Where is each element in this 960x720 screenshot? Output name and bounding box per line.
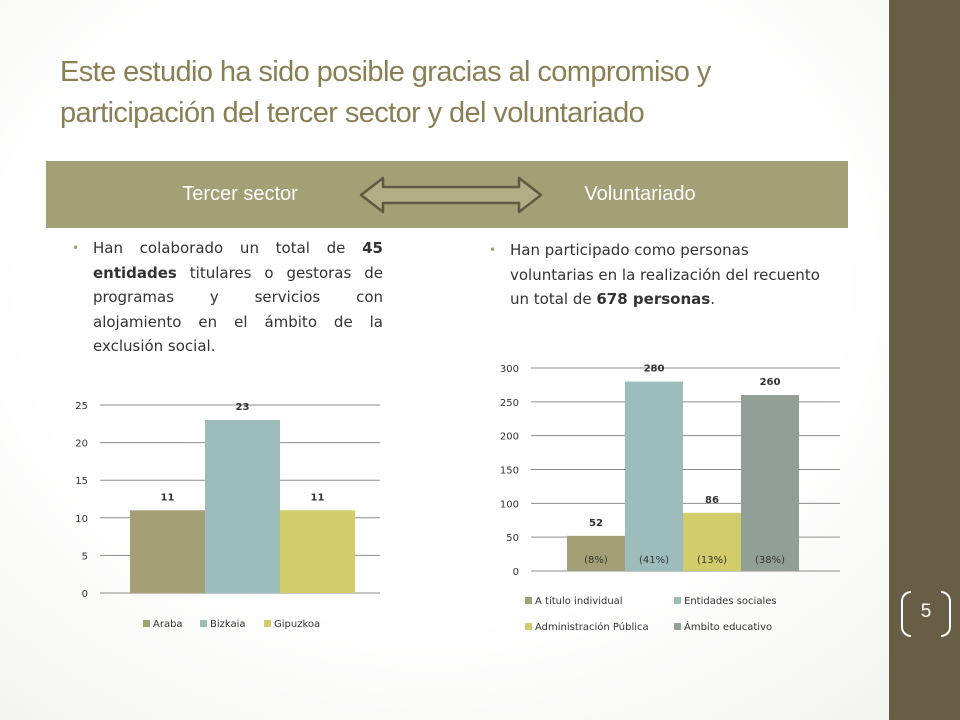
bullet-right-post: .	[710, 290, 715, 308]
y-tick-label: 25	[75, 401, 88, 412]
y-tick-label: 10	[75, 514, 88, 525]
data-label: 86	[705, 495, 719, 506]
legend-swatch	[525, 623, 532, 630]
y-tick-label: 300	[500, 364, 519, 375]
y-tick-label: 15	[75, 476, 88, 487]
y-tick-label: 20	[75, 439, 88, 450]
bar-araba	[130, 510, 205, 593]
double-arrow-icon	[359, 176, 543, 214]
data-label: 11	[311, 492, 325, 503]
y-tick-label: 0	[82, 589, 88, 600]
legend-swatch	[143, 620, 150, 627]
percent-label: (13%)	[697, 555, 727, 566]
percent-label: (8%)	[584, 555, 608, 566]
data-label: 52	[589, 518, 603, 529]
data-label: 280	[644, 364, 665, 375]
tab-tercer-sector: Tercer sector	[46, 161, 434, 228]
bar-gipuzkoa	[280, 510, 355, 593]
bullet-left-pre: Han colaborado un total de	[93, 239, 363, 257]
data-label: 11	[161, 492, 175, 503]
bullet-right-pre: Han participado como personas voluntaria…	[510, 241, 820, 308]
y-tick-label: 200	[500, 432, 519, 443]
legend-label: Ámbito educativo	[684, 620, 772, 633]
y-tick-label: 5	[82, 551, 88, 562]
page-number-box: 5	[901, 591, 951, 637]
bullet-left-post: titulares o gestoras de programas y serv…	[93, 263, 383, 356]
legend-swatch	[674, 597, 681, 604]
chart-voluntariado: 0 50 100 150 200 250 300 52 (8%) 280 (41%) 86 (13%) 2…	[500, 364, 840, 633]
legend-label: Bizkaia	[210, 619, 246, 630]
bullet-left-bold: 45 entidades	[93, 239, 383, 282]
bullet-right-bold: 678 personas	[596, 290, 711, 308]
chart-tercer-sector: 0 5 10 15 20 25 11 23 11 Araba Bizkaia Gipuzkoa	[75, 401, 380, 630]
data-label: 260	[760, 377, 781, 388]
legend-label: A título individual	[535, 595, 623, 607]
bar-bizkaia	[205, 420, 280, 593]
y-tick-label: 250	[500, 398, 519, 409]
bar-ámbito-educativo	[741, 395, 799, 571]
bullet-dot: •	[489, 243, 497, 257]
legend-swatch	[674, 623, 681, 630]
page-number: 5	[920, 601, 932, 622]
bullet-tercer-sector: • Han colaborado un total de 45 entidade…	[72, 236, 383, 359]
bullet-voluntariado: • Han participado como personas voluntar…	[489, 238, 830, 312]
legend-label: Gipuzkoa	[274, 619, 320, 630]
y-tick-label: 0	[513, 567, 519, 578]
data-label: 23	[236, 402, 250, 413]
y-tick-label: 150	[500, 466, 519, 477]
percent-label: (41%)	[639, 555, 669, 566]
y-tick-label: 100	[500, 499, 519, 510]
legend-label: Entidades sociales	[684, 596, 777, 607]
percent-label: (38%)	[755, 555, 785, 566]
bullet-dot: •	[72, 241, 80, 255]
legend-swatch	[264, 620, 271, 627]
legend-label: Araba	[153, 619, 183, 630]
legend-swatch	[200, 620, 207, 627]
bar-entidades-sociales	[625, 381, 683, 571]
y-tick-label: 50	[506, 533, 519, 544]
slide-title: Este estudio ha sido posible gracias al …	[60, 56, 711, 129]
legend-label: Administración Pública	[535, 621, 649, 633]
bar-a-título-individual	[567, 535, 625, 571]
bar-administración-pública	[683, 512, 741, 571]
bracket-left	[901, 591, 911, 637]
legend-swatch	[525, 597, 532, 604]
